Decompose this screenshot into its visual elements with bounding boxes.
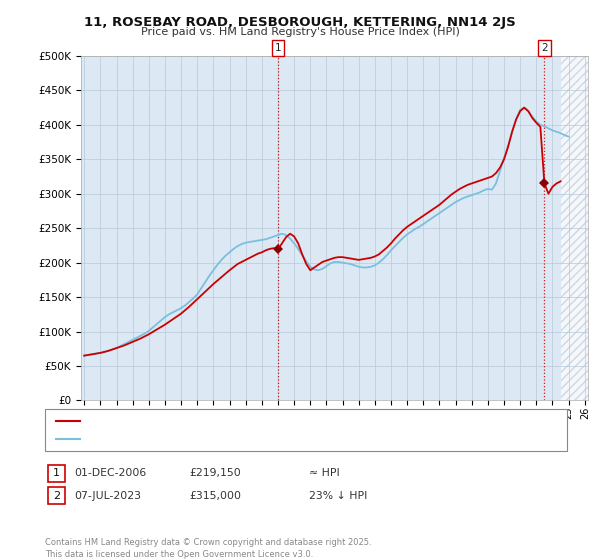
Text: 07-JUL-2023: 07-JUL-2023 [74, 491, 141, 501]
Text: 1: 1 [275, 43, 281, 53]
Text: 2: 2 [541, 43, 548, 53]
Text: 11, ROSEBAY ROAD, DESBOROUGH, KETTERING, NN14 2JS: 11, ROSEBAY ROAD, DESBOROUGH, KETTERING,… [84, 16, 516, 29]
Text: 2: 2 [53, 491, 60, 501]
Text: ≈ HPI: ≈ HPI [309, 468, 340, 478]
Text: HPI: Average price, detached house, North Northamptonshire: HPI: Average price, detached house, Nort… [85, 435, 376, 444]
Text: Price paid vs. HM Land Registry's House Price Index (HPI): Price paid vs. HM Land Registry's House … [140, 27, 460, 37]
Text: £219,150: £219,150 [189, 468, 241, 478]
Text: 01-DEC-2006: 01-DEC-2006 [74, 468, 146, 478]
Bar [560, 56, 588, 400]
Text: 11, ROSEBAY ROAD, DESBOROUGH, KETTERING, NN14 2JS (detached house): 11, ROSEBAY ROAD, DESBOROUGH, KETTERING,… [85, 417, 446, 426]
Text: 23% ↓ HPI: 23% ↓ HPI [309, 491, 367, 501]
Text: £315,000: £315,000 [189, 491, 241, 501]
Text: 1: 1 [53, 468, 60, 478]
Text: Contains HM Land Registry data © Crown copyright and database right 2025.
This d: Contains HM Land Registry data © Crown c… [45, 538, 371, 559]
